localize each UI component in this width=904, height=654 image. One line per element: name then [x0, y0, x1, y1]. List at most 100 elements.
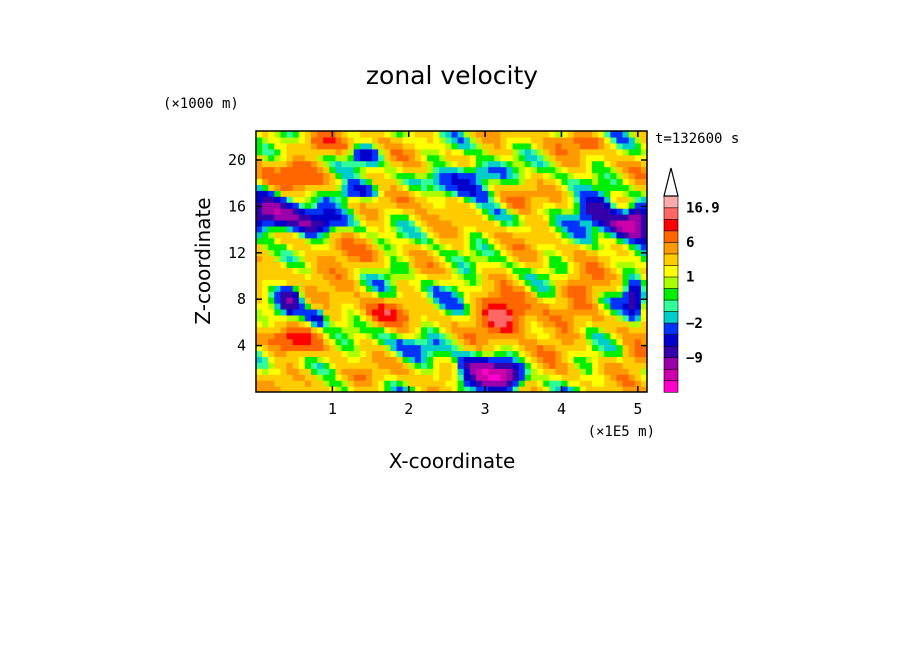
field-cell	[543, 285, 550, 292]
field-cell	[433, 249, 440, 257]
field-cell	[622, 202, 630, 209]
field-cell	[616, 362, 624, 369]
field-cell	[402, 356, 410, 363]
field-cell	[622, 190, 630, 197]
field-cell	[286, 332, 294, 340]
field-cell	[634, 172, 642, 180]
field-cell	[494, 320, 501, 328]
field-cell	[433, 184, 440, 191]
field-cell	[286, 136, 294, 144]
field-cell	[292, 273, 300, 280]
field-cell	[262, 249, 269, 257]
field-cell	[408, 308, 416, 316]
field-cell	[402, 291, 410, 298]
field-cell	[475, 308, 483, 316]
field-cell	[329, 196, 337, 203]
field-cell	[598, 196, 605, 203]
field-cell	[304, 386, 312, 392]
field-cell	[445, 308, 453, 316]
field-cell	[353, 273, 361, 280]
field-cell	[494, 208, 501, 215]
field-cell	[359, 291, 367, 298]
field-cell	[353, 142, 361, 150]
field-cell	[573, 190, 581, 197]
field-cell	[298, 285, 306, 292]
field-cell	[347, 326, 355, 334]
field-cell	[274, 338, 282, 346]
field-cell	[530, 285, 538, 292]
field-cell	[365, 214, 373, 221]
field-cell	[592, 154, 599, 162]
field-cell	[524, 131, 532, 138]
field-cell	[439, 184, 446, 191]
field-cell	[543, 374, 550, 381]
field-cell	[616, 196, 624, 203]
field-cell	[579, 380, 587, 387]
field-cell	[488, 255, 495, 263]
field-cell	[469, 273, 477, 280]
field-cell	[408, 249, 416, 257]
field-cell	[500, 362, 508, 369]
field-cell	[335, 136, 343, 144]
field-cell	[475, 142, 483, 150]
field-cell	[530, 202, 538, 209]
field-cell	[353, 243, 361, 251]
field-cell	[469, 320, 477, 328]
field-cell	[341, 303, 349, 310]
field-cell	[463, 303, 471, 310]
field-cell	[268, 279, 275, 286]
field-cell	[445, 190, 453, 197]
field-cell	[323, 326, 330, 334]
field-cell	[268, 154, 275, 162]
field-cell	[469, 303, 477, 310]
field-cell	[329, 267, 337, 274]
field-cell	[396, 178, 404, 185]
field-cell	[604, 338, 611, 346]
field-cell	[359, 261, 367, 269]
field-cell	[475, 320, 483, 328]
field-cell	[604, 202, 611, 209]
field-cell	[610, 332, 618, 340]
field-cell	[482, 368, 489, 375]
field-cell	[451, 303, 459, 310]
field-cell	[579, 261, 587, 269]
field-cell	[567, 380, 575, 387]
field-cell	[488, 249, 495, 257]
field-cell	[268, 208, 275, 215]
field-cell	[616, 243, 624, 251]
field-cell	[500, 344, 508, 352]
field-cell	[494, 332, 501, 340]
field-cell	[561, 160, 569, 168]
field-cell	[579, 154, 587, 162]
field-cell	[622, 172, 630, 180]
field-cell	[298, 243, 306, 251]
field-cell	[310, 344, 318, 352]
field-cell	[573, 362, 581, 369]
field-cell	[634, 142, 642, 150]
field-cell	[396, 208, 404, 215]
field-cell	[439, 249, 446, 257]
field-cell	[372, 243, 379, 251]
field-cell	[592, 285, 599, 292]
field-cell	[268, 255, 275, 263]
field-cell	[451, 214, 459, 221]
field-cell	[494, 184, 501, 191]
field-cell	[304, 136, 312, 144]
field-cell	[604, 344, 611, 352]
field-cell	[628, 273, 636, 280]
field-cell	[365, 190, 373, 197]
field-cell	[463, 350, 471, 358]
field-cell	[598, 142, 605, 150]
field-cell	[292, 303, 300, 310]
field-cell	[628, 190, 636, 197]
field-cell	[262, 279, 269, 286]
field-cell	[561, 326, 569, 334]
field-cell	[298, 267, 306, 274]
field-cell	[445, 202, 453, 209]
field-cell	[482, 356, 489, 363]
field-cell	[634, 249, 642, 257]
field-cell	[396, 350, 404, 358]
field-cell	[365, 219, 373, 227]
field-cell	[396, 255, 404, 263]
field-cell	[268, 285, 275, 292]
